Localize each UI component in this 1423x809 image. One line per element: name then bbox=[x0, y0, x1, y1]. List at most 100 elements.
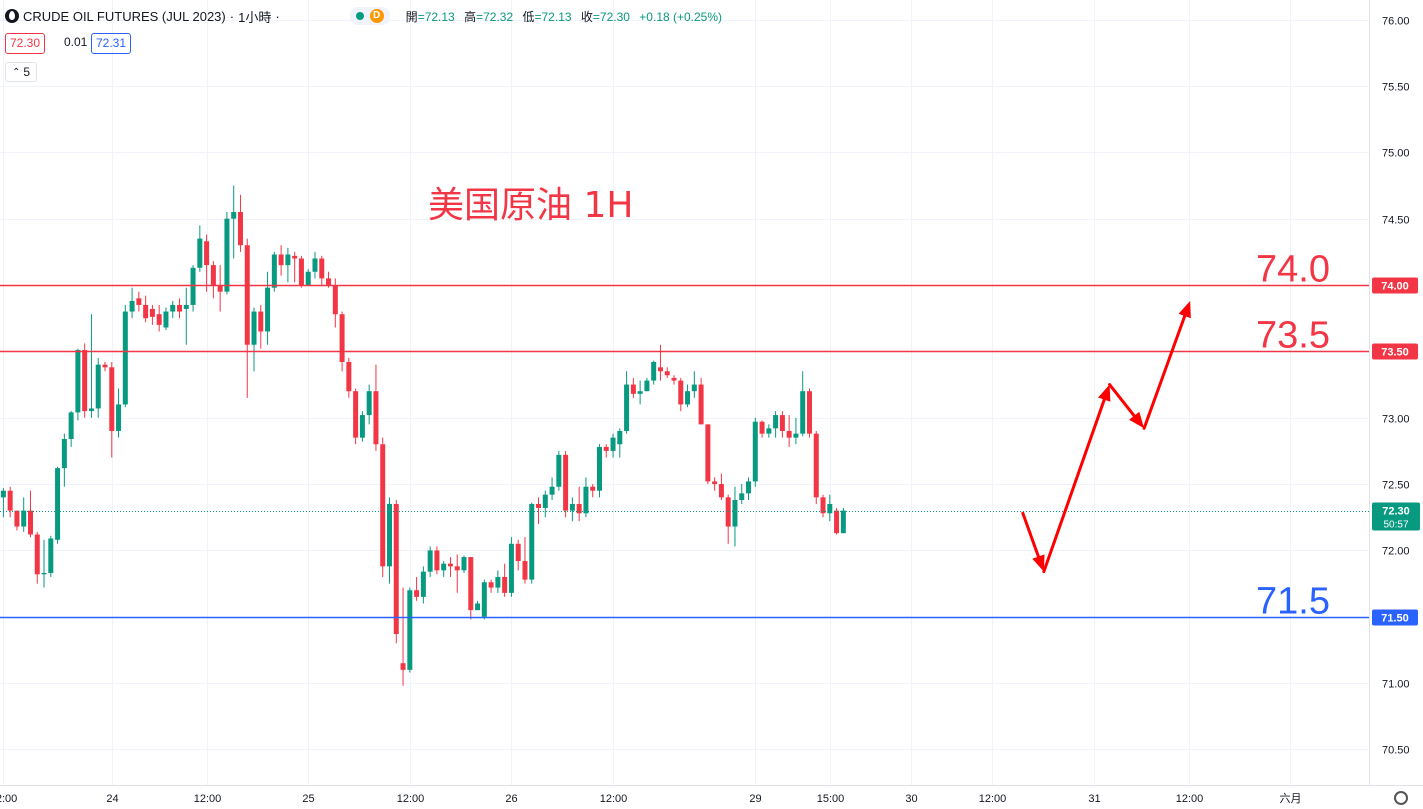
arrow-segment bbox=[1108, 383, 1136, 418]
candle-body bbox=[630, 384, 636, 394]
candle-body bbox=[224, 218, 230, 292]
candle-body bbox=[326, 278, 332, 286]
candle-body bbox=[800, 391, 806, 434]
candle-body bbox=[447, 563, 453, 567]
candle-body bbox=[21, 510, 27, 527]
candle-body bbox=[657, 367, 663, 372]
y-tick-label: 72.00 bbox=[1382, 546, 1410, 558]
candle-body bbox=[305, 271, 311, 286]
sell-price-button[interactable]: 72.30 bbox=[5, 33, 46, 54]
candle-body bbox=[420, 571, 426, 597]
candle bbox=[190, 265, 196, 312]
candle bbox=[292, 251, 298, 283]
candle bbox=[590, 484, 596, 498]
candle bbox=[102, 361, 108, 372]
candle bbox=[231, 185, 237, 259]
candle bbox=[800, 371, 806, 437]
projection-arrow bbox=[1021, 300, 1191, 574]
candle-body bbox=[414, 590, 420, 597]
candle bbox=[149, 304, 155, 325]
candle-body bbox=[617, 430, 623, 445]
candle-body bbox=[68, 412, 74, 439]
candle bbox=[793, 417, 799, 445]
candle-body bbox=[644, 380, 650, 392]
candle bbox=[116, 388, 122, 438]
candle bbox=[27, 490, 33, 538]
candle bbox=[515, 539, 521, 571]
ohlc-low-label: 低 bbox=[522, 9, 535, 24]
candle-body bbox=[312, 258, 318, 272]
x-tick-label: 12:00 bbox=[0, 793, 17, 805]
candle-body bbox=[143, 304, 149, 319]
candle bbox=[536, 497, 542, 524]
candle bbox=[68, 411, 74, 447]
candle bbox=[718, 473, 724, 500]
candle-body bbox=[549, 486, 555, 495]
indicators-count: 5 bbox=[23, 65, 31, 79]
candle bbox=[373, 364, 379, 451]
candle-body bbox=[718, 484, 724, 498]
candle bbox=[752, 417, 758, 487]
candle-body bbox=[563, 454, 569, 511]
candle bbox=[339, 311, 345, 372]
indicators-toggle-button[interactable]: ⌃ 5 bbox=[5, 62, 37, 82]
settings-gear-icon[interactable] bbox=[1394, 791, 1408, 805]
symbol-name[interactable]: CRUDE OIL FUTURES (JUL 2023) bbox=[23, 8, 226, 24]
candle bbox=[244, 238, 250, 398]
candle bbox=[0, 488, 6, 518]
candle bbox=[617, 428, 623, 458]
candle-body bbox=[136, 298, 142, 305]
candle bbox=[183, 287, 189, 345]
candle bbox=[834, 507, 840, 535]
y-tick-label: 76.00 bbox=[1382, 16, 1410, 28]
candle bbox=[556, 450, 562, 491]
candle-body bbox=[48, 538, 54, 573]
last-price-value: 72.30 bbox=[1382, 506, 1410, 518]
candle-body bbox=[197, 238, 203, 268]
candle bbox=[298, 255, 304, 288]
candle bbox=[129, 287, 135, 319]
market-status-pill[interactable]: D bbox=[349, 7, 390, 25]
candle bbox=[136, 291, 142, 312]
x-tick-label: 24 bbox=[106, 793, 118, 805]
arrow-segment bbox=[1021, 511, 1040, 559]
header-separator-2: · bbox=[275, 8, 280, 24]
ohlc-change-value: +0.18 (+0.25%) bbox=[639, 9, 723, 24]
level-annotation: 71.5 bbox=[1256, 581, 1330, 623]
candle bbox=[420, 566, 426, 604]
candle-body bbox=[251, 311, 257, 345]
candle bbox=[414, 576, 420, 601]
candle bbox=[644, 377, 650, 392]
candle-body bbox=[163, 311, 169, 328]
candle-body bbox=[725, 497, 731, 527]
candle bbox=[177, 298, 183, 319]
candle bbox=[454, 554, 460, 593]
candle bbox=[14, 510, 20, 531]
candle-body bbox=[373, 391, 379, 445]
candle-body bbox=[332, 285, 338, 315]
candle bbox=[624, 371, 630, 434]
candle bbox=[522, 537, 528, 584]
candle-body bbox=[529, 503, 535, 580]
grid bbox=[0, 0, 1369, 785]
x-tick-label: 六月 bbox=[1280, 792, 1302, 805]
header-separator: · bbox=[229, 8, 235, 24]
candle bbox=[806, 388, 812, 438]
candle-body bbox=[678, 380, 684, 405]
ohlc-close-value: =72.30 bbox=[592, 9, 630, 24]
candle-body bbox=[691, 384, 697, 392]
candle bbox=[285, 247, 291, 283]
arrow-head bbox=[1178, 300, 1191, 319]
candle-body bbox=[129, 300, 135, 312]
interval-label[interactable]: 1小時 bbox=[238, 9, 272, 25]
candle bbox=[508, 537, 514, 597]
buy-price-button[interactable]: 72.31 bbox=[91, 33, 132, 54]
candle bbox=[746, 477, 752, 500]
candle-body bbox=[515, 543, 521, 562]
candle-body bbox=[237, 212, 243, 246]
candle bbox=[400, 587, 406, 686]
candle bbox=[346, 358, 352, 398]
candle bbox=[481, 579, 487, 620]
